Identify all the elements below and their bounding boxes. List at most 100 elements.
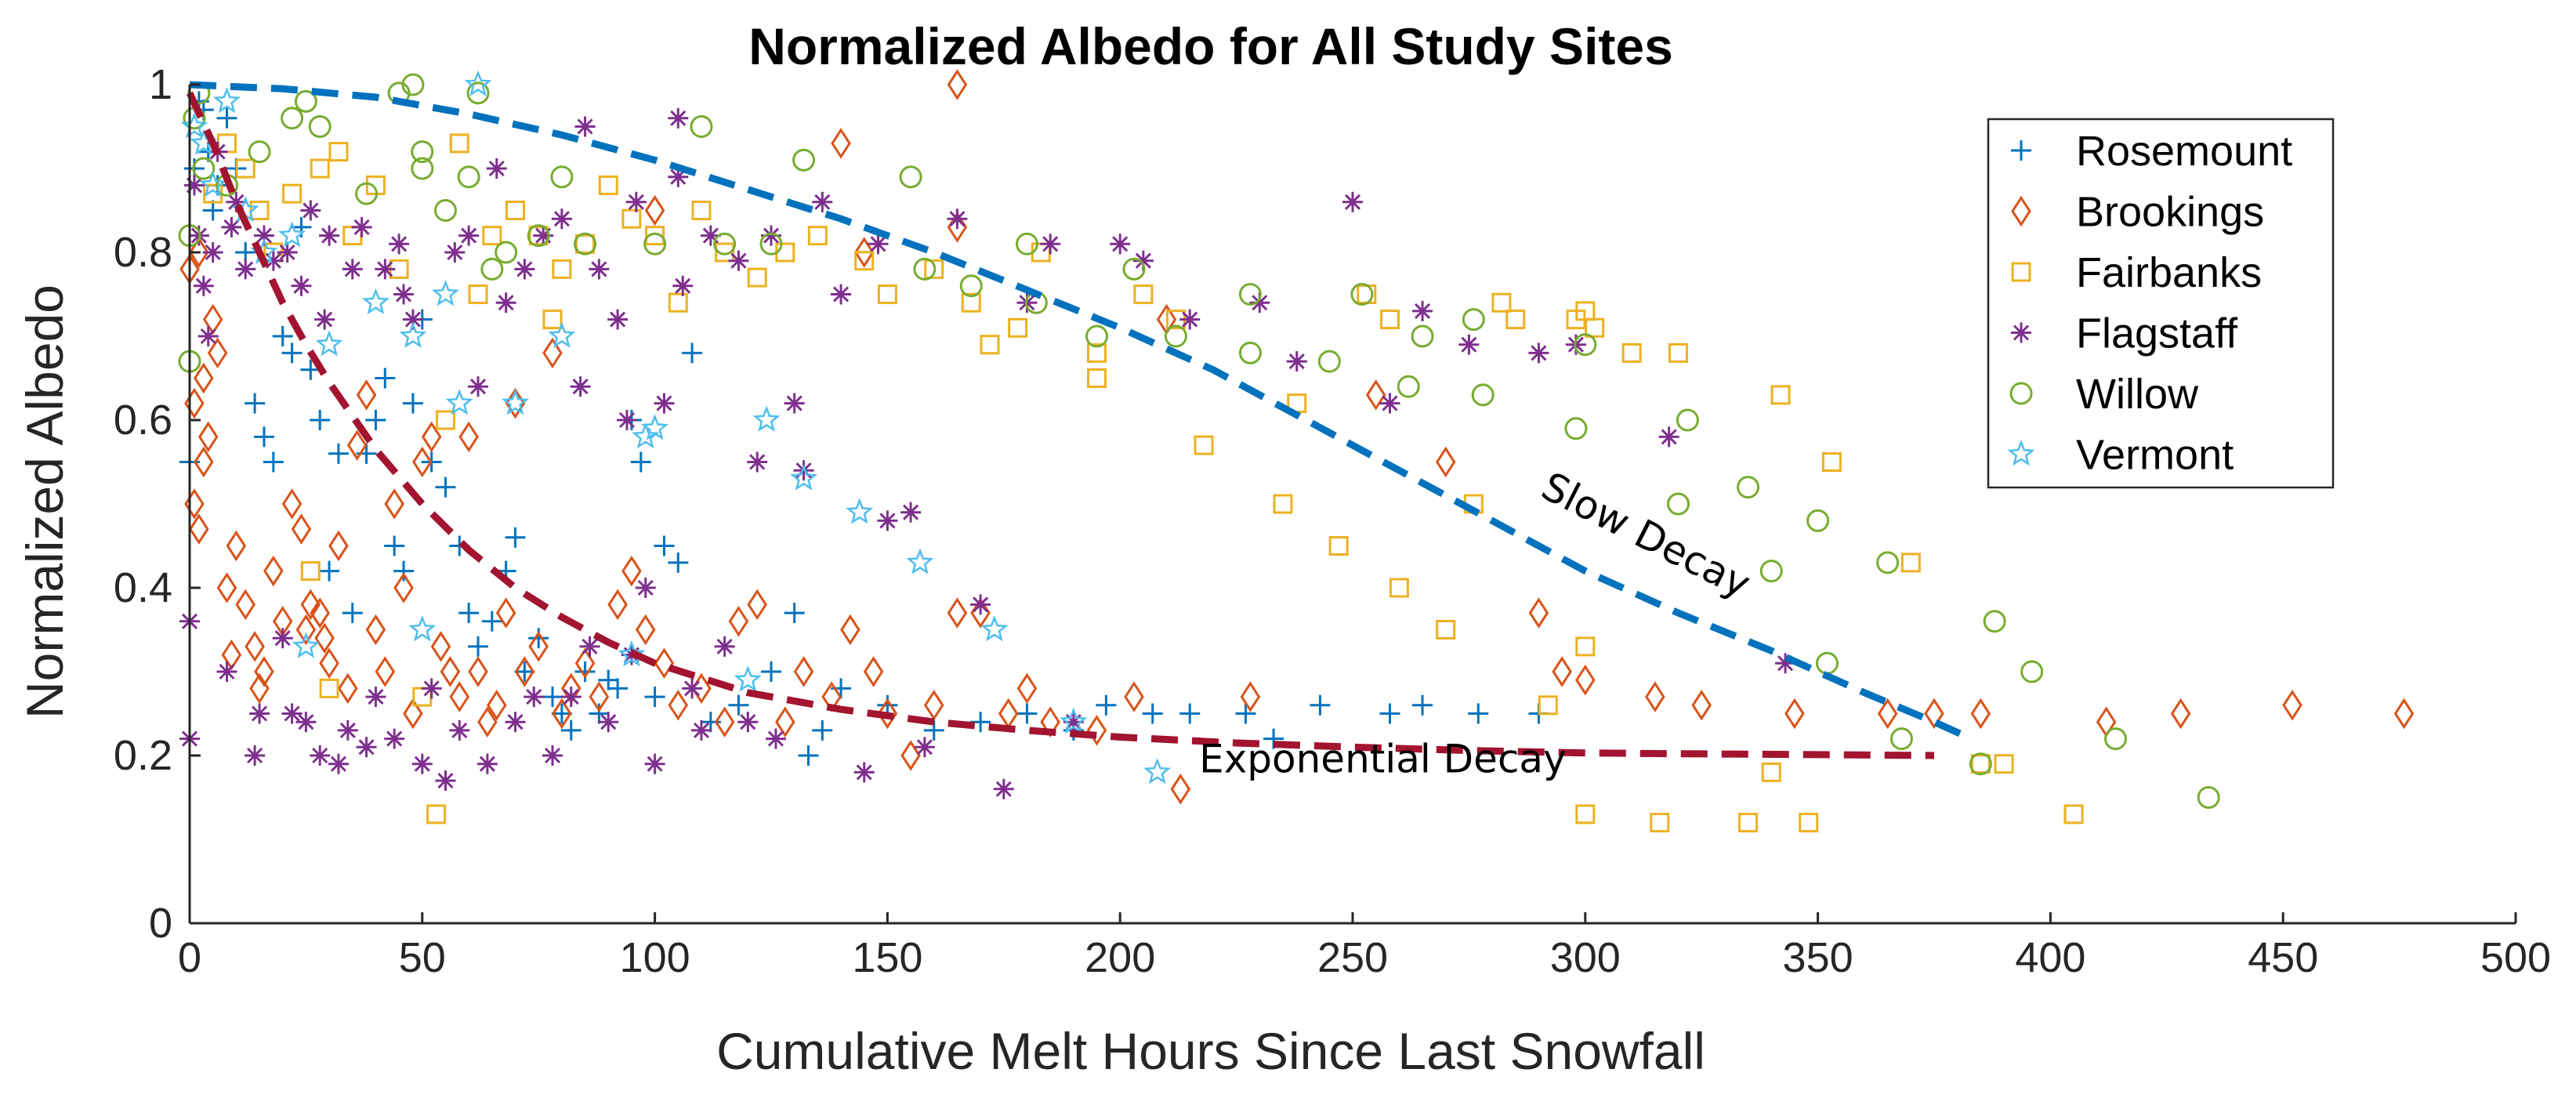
data-point	[1238, 341, 1262, 364]
data-point	[690, 719, 712, 741]
data-point	[482, 226, 502, 246]
data-point	[426, 804, 447, 824]
data-point	[189, 237, 209, 268]
data-point	[527, 224, 550, 248]
data-point	[412, 446, 433, 478]
data-point	[2096, 706, 2117, 737]
data-point	[900, 502, 922, 523]
data-point	[1552, 656, 1572, 687]
data-point	[1016, 703, 1038, 724]
data-point	[1142, 703, 1163, 724]
data-point	[714, 636, 735, 657]
chart-title: Normalized Albedo for All Study Sites	[748, 17, 1673, 75]
data-point	[440, 656, 461, 687]
data-point	[1365, 379, 1386, 411]
data-point	[314, 622, 335, 654]
data-point	[319, 225, 340, 246]
x-tick-label: 400	[2015, 934, 2085, 981]
data-point	[486, 690, 507, 721]
data-point	[542, 687, 563, 708]
data-point	[375, 656, 396, 687]
data-point	[481, 611, 502, 632]
data-point	[654, 535, 675, 556]
data-point	[618, 640, 646, 667]
data-point	[528, 631, 549, 662]
data-point	[319, 678, 339, 698]
data-point	[1889, 727, 1913, 751]
legend: Rosemount Brookings Fairbanks Flagstaff Will…	[1987, 118, 2335, 489]
data-point	[328, 443, 349, 464]
data-point	[1574, 333, 1597, 357]
data-point	[970, 594, 991, 615]
data-point	[914, 737, 935, 758]
data-point	[1784, 698, 1805, 730]
data-point	[514, 656, 535, 687]
data-point	[430, 631, 451, 662]
data-point	[411, 157, 434, 180]
data-point	[356, 379, 377, 411]
data-point	[1770, 385, 1791, 405]
data-point	[913, 257, 937, 281]
data-point	[1379, 703, 1400, 724]
data-point	[761, 661, 781, 682]
data-point	[180, 112, 208, 139]
data-point	[277, 242, 298, 263]
data-point	[476, 753, 498, 774]
data-point	[1877, 698, 1898, 730]
legend-label-willow: Willow	[2076, 371, 2199, 418]
y-tick-label: 0.6	[114, 397, 172, 444]
data-point	[682, 342, 703, 364]
data-point	[254, 656, 274, 687]
data-point	[560, 719, 582, 741]
data-point	[342, 259, 363, 280]
data-point	[328, 530, 349, 562]
data-point	[505, 712, 526, 733]
data-point	[877, 510, 898, 531]
y-tick-label: 0	[149, 900, 172, 947]
data-point	[550, 165, 574, 189]
data-point	[263, 451, 284, 473]
data-point	[668, 292, 688, 313]
data-point	[1564, 417, 1588, 440]
data-point	[1179, 309, 1201, 330]
data-point	[1983, 610, 2006, 633]
data-point	[1124, 681, 1144, 712]
data-point	[690, 115, 713, 138]
data-point	[468, 284, 488, 304]
data-point	[1668, 342, 1689, 363]
data-point	[365, 687, 386, 708]
data-point	[1738, 813, 1759, 833]
data-point	[1273, 494, 1293, 514]
legend-marker-flagstaff	[2011, 322, 2031, 343]
data-point	[899, 165, 922, 189]
data-point	[319, 647, 339, 679]
data-point	[570, 376, 591, 397]
data-point	[1179, 703, 1201, 724]
data-point	[542, 337, 563, 369]
data-point	[1645, 681, 1665, 712]
data-point	[654, 393, 675, 414]
data-point	[1317, 350, 1341, 373]
data-point	[548, 321, 576, 348]
data-point	[574, 647, 596, 679]
data-point	[524, 687, 545, 708]
data-point	[253, 426, 274, 448]
data-point	[790, 464, 818, 491]
data-point	[1122, 257, 1146, 281]
data-point	[970, 597, 991, 629]
x-tick-label: 450	[2248, 934, 2318, 981]
data-point	[202, 303, 223, 335]
data-point	[1969, 752, 1992, 776]
data-point	[444, 242, 466, 263]
data-point	[1462, 308, 1485, 332]
data-point	[1585, 317, 1605, 338]
x-tick-label: 300	[1550, 934, 1621, 981]
data-point	[505, 527, 526, 548]
data-point	[1194, 435, 1214, 455]
data-point	[308, 115, 332, 138]
data-point	[2170, 698, 2191, 730]
series-fairbanks	[203, 133, 2084, 833]
data-point	[1970, 754, 1991, 774]
data-point	[1458, 334, 1480, 355]
data-point	[1412, 300, 1433, 321]
